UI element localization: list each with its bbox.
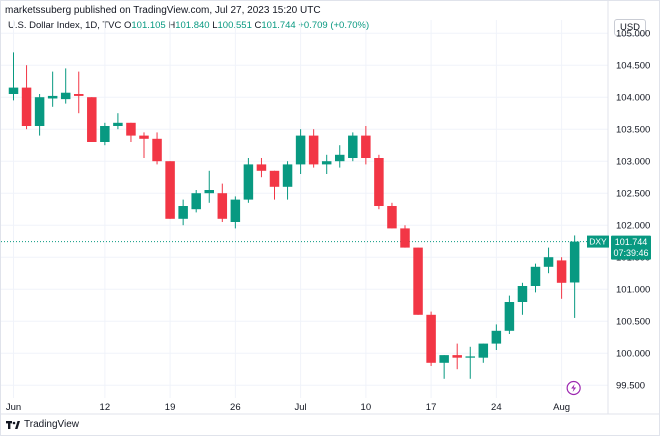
price-badge-symbol-bg <box>587 235 609 248</box>
price-tick-label: 103.500 <box>616 125 650 136</box>
candle-body <box>295 135 306 165</box>
candle-body <box>139 135 149 139</box>
candle-body <box>452 355 462 358</box>
candle-body <box>191 193 201 210</box>
candle-body <box>465 356 475 358</box>
price-tick-label: 104.500 <box>616 61 650 72</box>
tradingview-logo-icon <box>6 420 20 429</box>
candle-body <box>348 135 358 158</box>
price-tick-label: 99.500 <box>616 381 645 392</box>
close-label: C <box>254 20 262 31</box>
candle-body <box>374 158 384 206</box>
open-value: 101.105 <box>131 20 166 31</box>
candle-body <box>308 135 319 165</box>
price-tick-label: 100.500 <box>616 317 650 328</box>
candle-body <box>556 260 567 283</box>
low-label: L <box>212 20 218 31</box>
candle-body <box>204 190 214 194</box>
candle-body <box>21 87 32 126</box>
candle-body <box>321 161 332 165</box>
time-tick-label: Jul <box>295 402 307 413</box>
price-tick-label: 101.000 <box>616 285 650 296</box>
time-tick-label: 17 <box>426 402 437 413</box>
time-tick-label: 24 <box>491 402 502 413</box>
candle-body <box>113 122 123 126</box>
candle-body <box>243 164 254 200</box>
candle-body <box>569 241 580 283</box>
candle-body <box>217 193 228 219</box>
candle-body <box>152 138 162 162</box>
candle-body <box>400 228 410 248</box>
time-tick-label: Jun <box>6 402 21 413</box>
candle-body <box>335 154 345 162</box>
price-tick-label: 102.500 <box>616 189 650 200</box>
time-tick-label: 19 <box>165 402 176 413</box>
candle-body <box>361 135 371 158</box>
high-value: 101.840 <box>175 20 210 31</box>
high-label: H <box>168 20 176 31</box>
candle-body <box>126 122 136 136</box>
time-tick-label: 26 <box>230 402 241 413</box>
low-value: 100.551 <box>217 20 252 31</box>
footer-brand: TradingView <box>6 419 79 430</box>
price-tick-label: 102.000 <box>616 221 650 232</box>
candle-body <box>165 161 175 219</box>
price-badge-countdown: 07:39:46 <box>613 248 648 258</box>
price-badge-symbol: DXY <box>589 237 607 247</box>
candle-body <box>478 343 489 358</box>
price-tick-label: 105.000 <box>616 29 650 40</box>
candle-body <box>426 314 436 363</box>
candle-body <box>543 257 554 267</box>
close-value: 101.744 <box>261 20 296 31</box>
ohlc-legend: U.S. Dollar Index, 1D, TVC O101.105 H101… <box>8 20 369 31</box>
open-label: O <box>123 20 132 31</box>
candle-body <box>517 286 528 302</box>
change-value: +0.709 (+0.70%) <box>298 20 370 31</box>
candle-body <box>282 164 293 187</box>
candle-body <box>269 170 280 187</box>
price-tick-label: 100.000 <box>616 349 650 360</box>
candle-body <box>8 87 19 94</box>
price-badge-price: 101.744 <box>615 237 648 247</box>
price-tick-label: 103.000 <box>616 157 650 168</box>
currency-button[interactable]: USD <box>614 19 646 36</box>
candle-body <box>60 92 71 100</box>
candle-body <box>178 206 188 219</box>
publisher-line: marketssuberg published on TradingView.c… <box>5 5 321 16</box>
time-tick-label: 12 <box>100 402 111 413</box>
candle-body <box>530 266 541 286</box>
candle-body <box>504 302 515 331</box>
price-tick-label: 104.000 <box>616 93 650 104</box>
candle-body <box>34 97 45 126</box>
lightning-icon <box>571 384 577 392</box>
time-tick-label: 10 <box>361 402 372 413</box>
candle-body <box>491 330 502 344</box>
footer-brand-text: TradingView <box>24 419 80 430</box>
candle-body <box>256 164 267 171</box>
candle-body <box>47 95 58 99</box>
candle-body <box>87 97 97 142</box>
candle-body <box>387 206 397 229</box>
candle-body <box>413 247 423 315</box>
time-tick-label: Aug <box>553 402 570 413</box>
candle-body <box>100 126 110 142</box>
symbol-name: U.S. Dollar Index, 1D, TVC <box>8 20 122 31</box>
price-badge-bg <box>611 235 651 260</box>
candle-body <box>230 199 241 222</box>
candle-body <box>74 94 84 96</box>
candle-body <box>439 355 449 363</box>
